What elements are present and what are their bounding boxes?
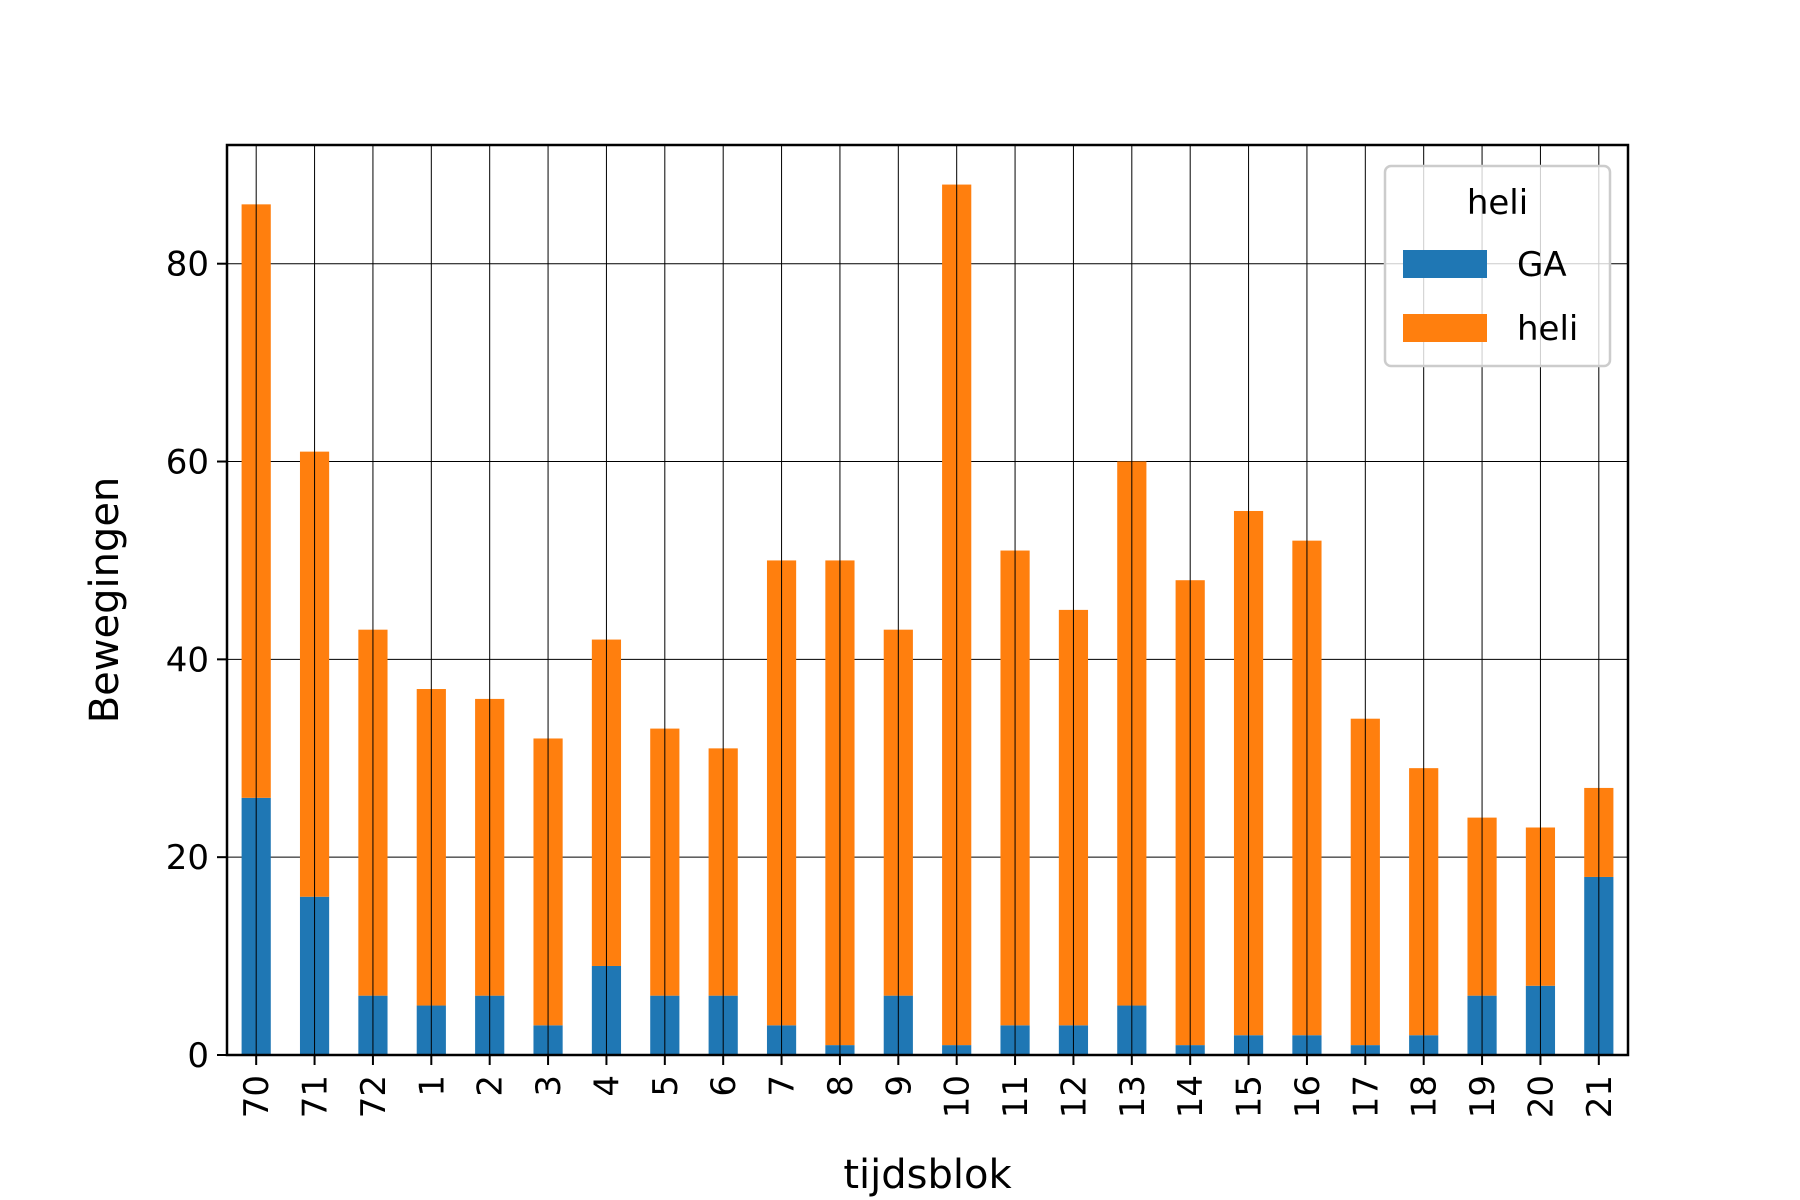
grid bbox=[227, 263, 1628, 858]
x-tick-label-5: 5 bbox=[646, 1075, 686, 1097]
x-tick-label-18: 18 bbox=[1405, 1075, 1445, 1118]
y-tick-label-3: 60 bbox=[166, 443, 209, 483]
y-axis-label: Bewegingen bbox=[82, 477, 128, 724]
x-tick-label-2: 2 bbox=[471, 1075, 511, 1097]
x-tick-label-12: 12 bbox=[1054, 1075, 1094, 1118]
x-tick-label-9: 9 bbox=[879, 1075, 919, 1097]
x-tick-label-71: 71 bbox=[296, 1075, 336, 1118]
legend-label-ga: GA bbox=[1517, 245, 1567, 285]
y-tick-label-2: 40 bbox=[166, 640, 209, 680]
legend-swatch-heli bbox=[1403, 314, 1487, 342]
x-tick-label-70: 70 bbox=[237, 1075, 277, 1118]
x-tick-label-7: 7 bbox=[763, 1075, 803, 1097]
x-tick-label-17: 17 bbox=[1346, 1075, 1386, 1118]
y-ticks: 0 20 40 60 80 bbox=[166, 245, 227, 1076]
legend-title: heli bbox=[1467, 183, 1528, 223]
x-tick-label-11: 11 bbox=[996, 1075, 1036, 1118]
x-tick-label-72: 72 bbox=[354, 1075, 394, 1118]
x-tick-label-19: 19 bbox=[1463, 1075, 1503, 1118]
x-tick-label-8: 8 bbox=[821, 1075, 861, 1097]
legend-items: GA heli bbox=[1403, 245, 1578, 349]
x-tick-label-20: 20 bbox=[1521, 1075, 1561, 1118]
y-tick-label-4: 80 bbox=[166, 245, 209, 285]
x-tick-label-14: 14 bbox=[1171, 1075, 1211, 1118]
x-tick-label-4: 4 bbox=[587, 1075, 627, 1097]
y-tick-label-0: 0 bbox=[187, 1036, 209, 1076]
x-tick-label-15: 15 bbox=[1230, 1075, 1270, 1118]
x-tick-label-3: 3 bbox=[529, 1075, 569, 1097]
x-tick-label-6: 6 bbox=[704, 1075, 744, 1097]
plot-frame bbox=[225, 143, 1630, 1057]
legend-label-heli: heli bbox=[1517, 309, 1578, 349]
x-tick-label-16: 16 bbox=[1288, 1075, 1328, 1118]
x-tick-label-21: 21 bbox=[1580, 1075, 1620, 1118]
x-tick-label-10: 10 bbox=[938, 1075, 978, 1118]
x-tick-label-1: 1 bbox=[412, 1075, 452, 1097]
x-axis-label: tijdsblok bbox=[843, 1152, 1012, 1198]
vertical-grid bbox=[255, 145, 1600, 1055]
y-tick-label-1: 20 bbox=[166, 838, 209, 878]
legend: heli GA heli bbox=[1383, 164, 1612, 368]
legend-swatch-ga bbox=[1403, 250, 1487, 278]
x-ticks: 70 71 72 1 2 3 4 5 6 7 8 9 10 11 12 13 14 15 16 17 18 19 20 21 bbox=[237, 1055, 1620, 1118]
x-tick-label-13: 13 bbox=[1113, 1075, 1153, 1118]
